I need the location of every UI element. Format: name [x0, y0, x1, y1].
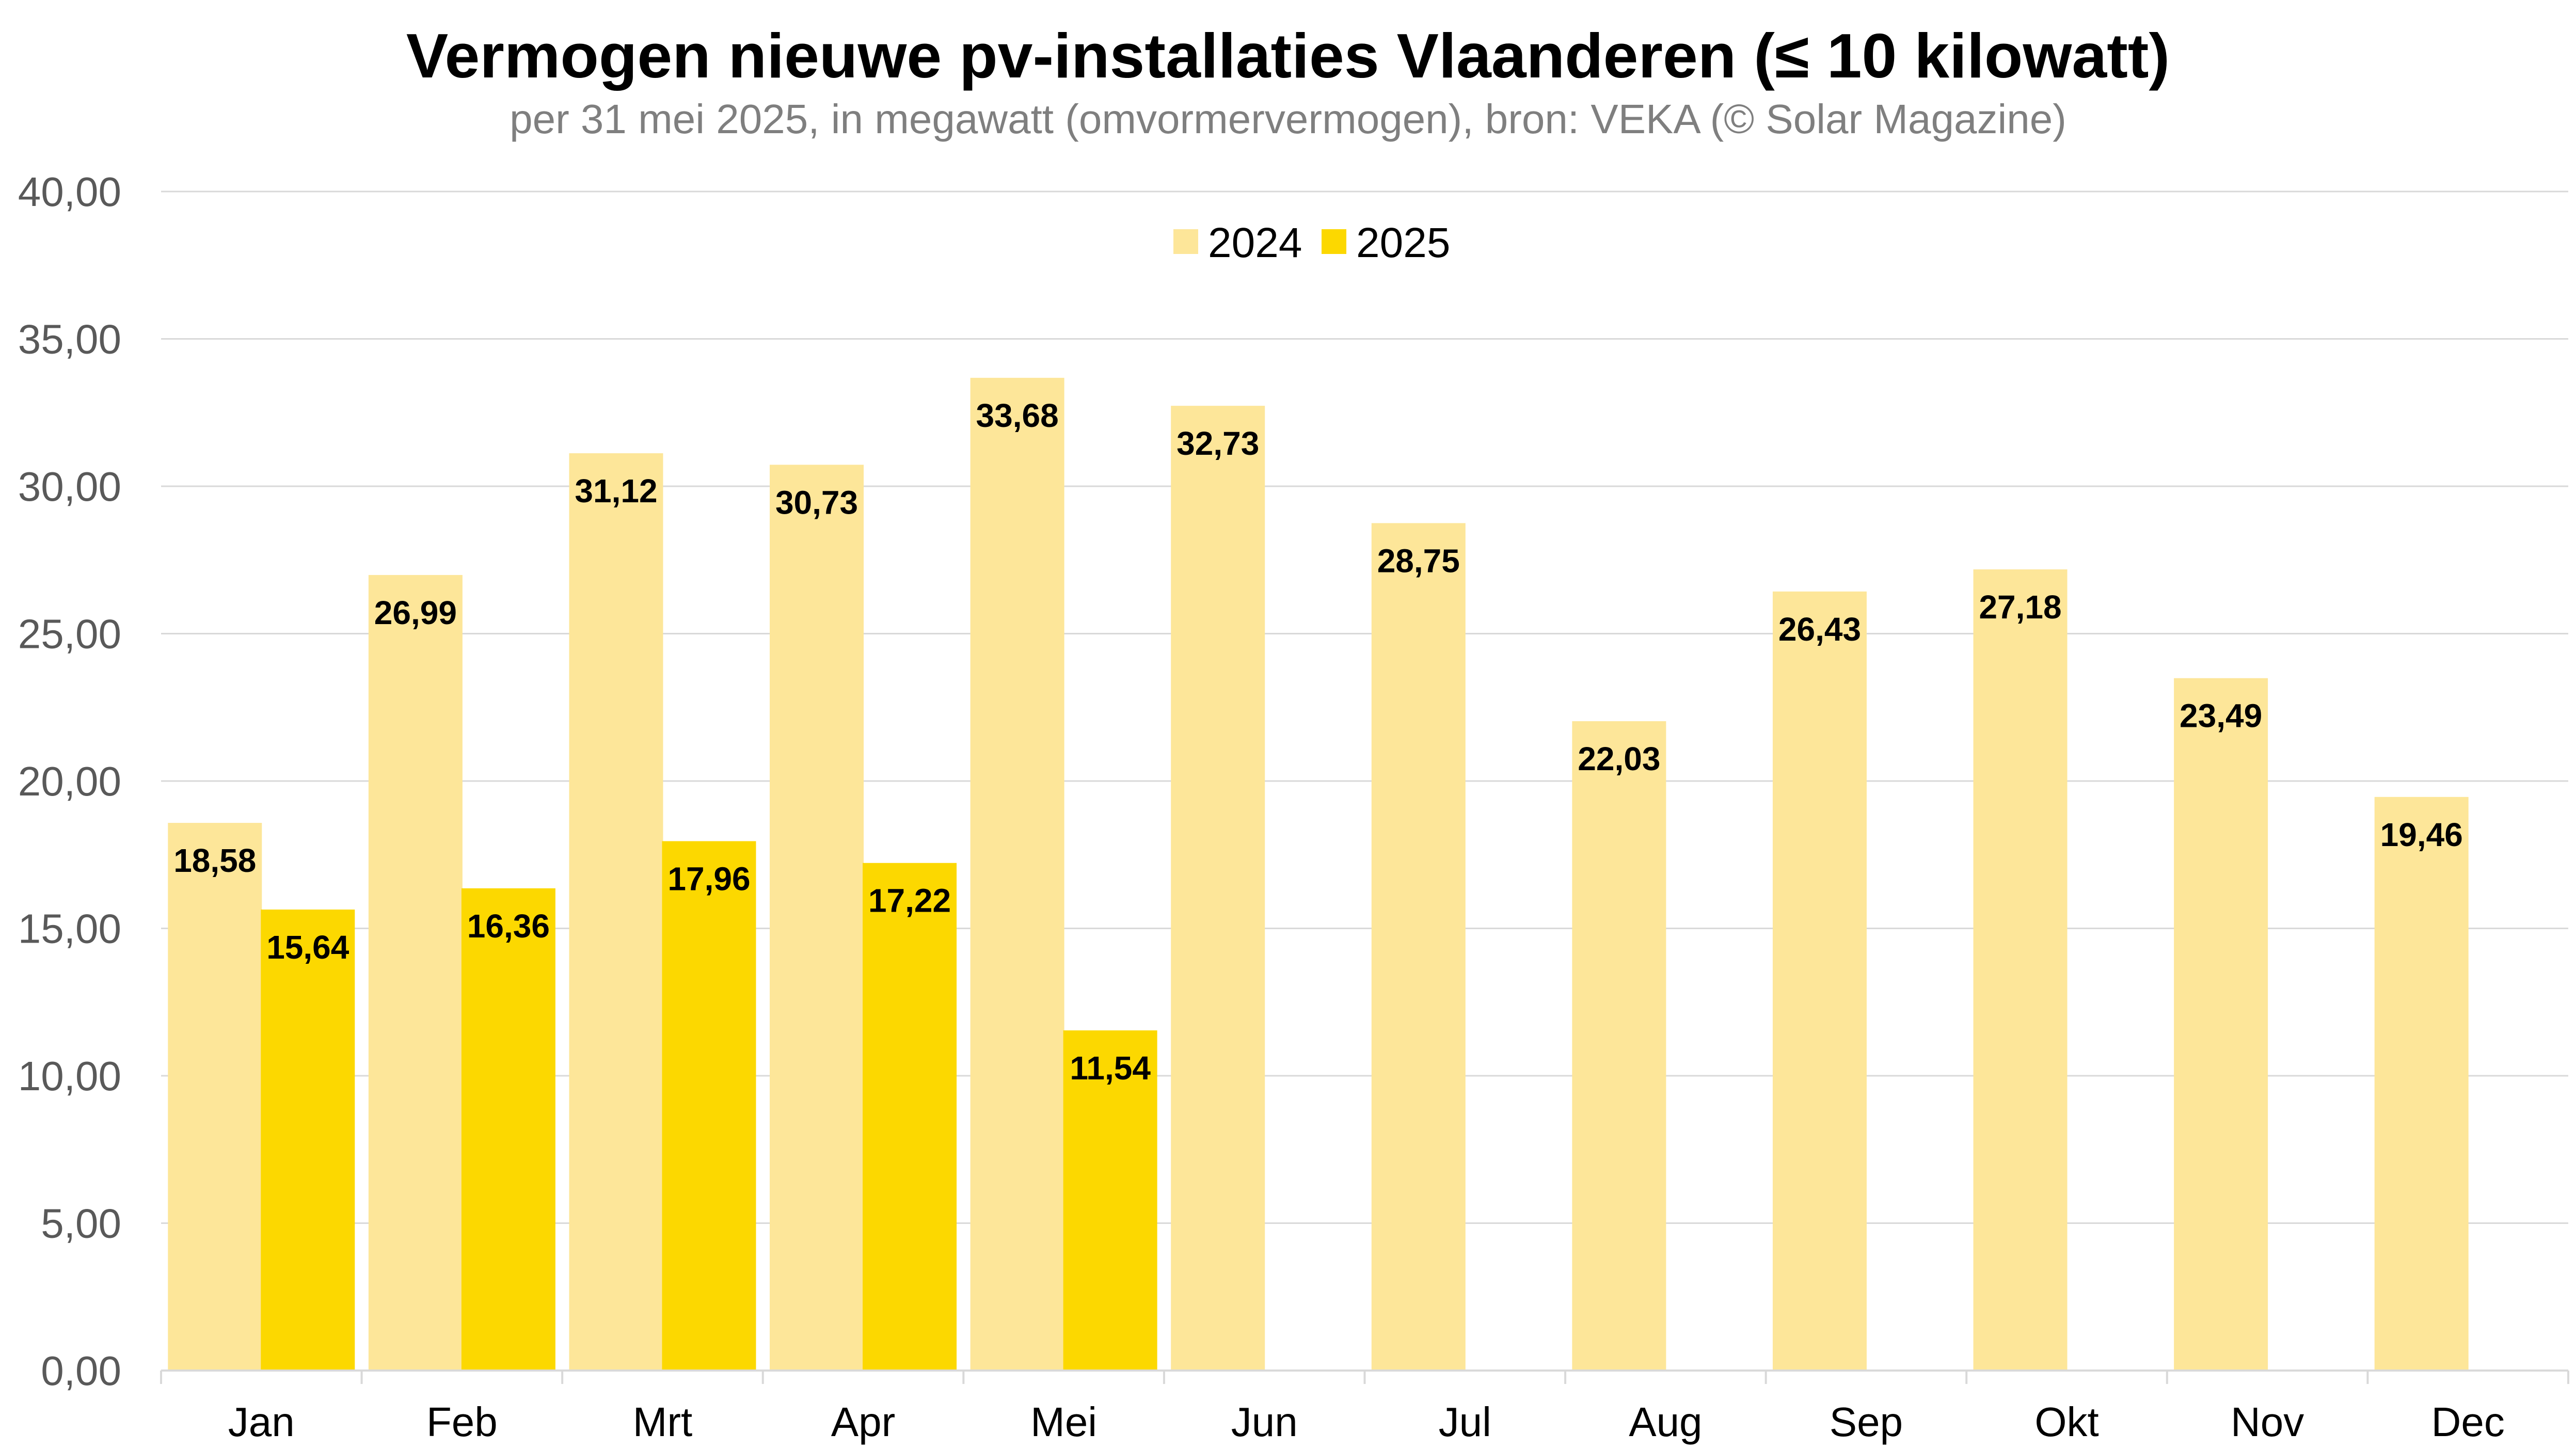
- x-tick-label: Feb: [426, 1399, 498, 1445]
- y-tick-label: 25,00: [18, 611, 121, 657]
- bar-2024-jun: [1171, 406, 1265, 1371]
- bar-2024-sep: [1772, 591, 1867, 1371]
- x-tick-label: Sep: [1830, 1399, 1903, 1445]
- x-tick-label: Okt: [2034, 1399, 2098, 1445]
- data-label: 16,36: [467, 907, 550, 945]
- data-label: 27,18: [1979, 588, 2061, 626]
- data-label: 30,73: [775, 484, 858, 521]
- data-label: 32,73: [1176, 425, 1259, 462]
- data-label: 18,58: [173, 842, 256, 879]
- x-tick-label: Dec: [2431, 1399, 2505, 1445]
- x-tick-label: Jun: [1231, 1399, 1298, 1445]
- bar-2024-feb: [368, 575, 463, 1371]
- x-tick-label: Jan: [228, 1399, 295, 1445]
- data-label: 31,12: [575, 472, 657, 509]
- y-tick-label: 10,00: [18, 1053, 121, 1099]
- bar-2024-apr: [770, 465, 864, 1371]
- bar-2024-jul: [1371, 523, 1466, 1371]
- bar-2025-apr: [863, 863, 957, 1371]
- data-label: 33,68: [976, 397, 1059, 434]
- data-label: 26,99: [374, 594, 457, 631]
- bar-2025-jan: [261, 909, 355, 1371]
- legend-swatch: [1173, 229, 1198, 254]
- bar-2024-nov: [2174, 678, 2268, 1371]
- data-label: 17,96: [667, 860, 750, 897]
- y-tick-label: 5,00: [41, 1201, 121, 1247]
- bar-2024-jan: [168, 823, 262, 1371]
- y-tick-label: 20,00: [18, 758, 121, 804]
- legend-label: 2025: [1356, 219, 1450, 266]
- x-tick-label: Mrt: [633, 1399, 693, 1445]
- tick-labels: 0,00 5,00 10,00 15,00 20,00 25,00 30,00 35,00 40…: [18, 169, 2505, 1445]
- data-label: 11,54: [1070, 1049, 1151, 1087]
- bar-2025-mrt: [662, 841, 756, 1371]
- bar-2024-mrt: [569, 453, 663, 1371]
- x-axis: [160, 1370, 2569, 1384]
- y-tick-label: 40,00: [18, 169, 121, 215]
- data-label: 23,49: [2180, 697, 2262, 735]
- chart-title: Vermogen nieuwe pv-installaties Vlaander…: [406, 21, 2170, 91]
- gridlines: [161, 190, 2568, 1224]
- data-label: 26,43: [1778, 611, 1861, 648]
- data-label: 19,46: [2380, 816, 2463, 853]
- bar-2024-aug: [1572, 721, 1666, 1371]
- bars: [168, 377, 2469, 1371]
- data-labels: 18,58 15,64 26,99 16,36 31,12 17,96 30,73 17,22…: [173, 397, 2463, 1087]
- bar-2024-mei: [970, 377, 1064, 1371]
- legend: 2024 2025: [1173, 219, 1450, 266]
- y-tick-label: 30,00: [18, 464, 121, 509]
- data-label: 28,75: [1377, 542, 1460, 579]
- bar-2025-feb: [461, 888, 555, 1371]
- y-tick-label: 35,00: [18, 316, 121, 362]
- chart-subtitle: per 31 mei 2025, in megawatt (omvormerve…: [510, 96, 2066, 142]
- bar-2024-dec: [2374, 797, 2469, 1371]
- y-tick-label: 0,00: [41, 1348, 121, 1394]
- legend-swatch: [1322, 229, 1346, 254]
- x-tick-label: Nov: [2231, 1399, 2304, 1445]
- x-tick-label: Jul: [1439, 1399, 1491, 1445]
- x-tick-label: Aug: [1629, 1399, 1702, 1445]
- data-label: 17,22: [868, 882, 951, 919]
- legend-label: 2024: [1208, 219, 1302, 266]
- x-tick-label: Apr: [831, 1399, 896, 1445]
- x-tick-label: Mei: [1030, 1399, 1097, 1445]
- data-label: 22,03: [1578, 740, 1660, 777]
- y-tick-label: 15,00: [18, 906, 121, 952]
- bar-2024-okt: [1973, 569, 2068, 1371]
- data-label: 15,64: [266, 929, 349, 966]
- bar-2025-mei: [1063, 1030, 1157, 1371]
